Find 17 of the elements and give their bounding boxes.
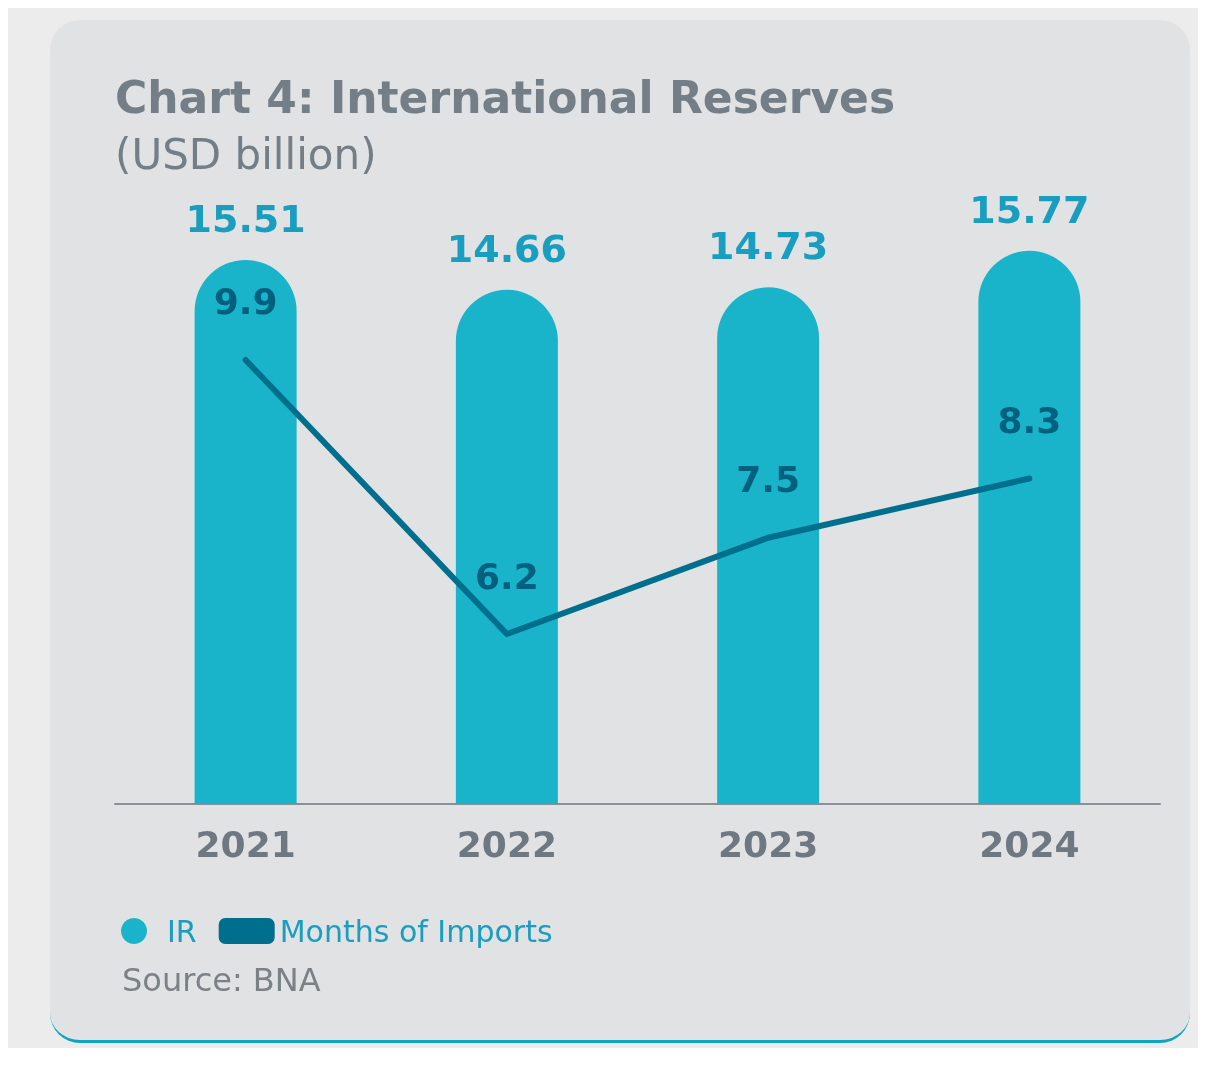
chart-subtitle: (USD billion) [115, 129, 377, 179]
legend-label: IR [167, 913, 197, 949]
legend-label: Months of Imports [279, 913, 553, 949]
data-label: 14.73 [708, 224, 829, 269]
x-tick-label: 2024 [979, 823, 1080, 865]
data-label: 9.9 [213, 281, 278, 323]
x-tick-label: 2022 [456, 823, 557, 865]
x-tick-label: 2023 [718, 823, 819, 865]
x-tick-label: 2021 [195, 823, 296, 865]
data-label: 14.66 [446, 226, 567, 271]
source-note: Source: BNA [122, 961, 321, 999]
chart-title: Chart 4: International Reserves [115, 71, 896, 123]
data-label: 8.3 [997, 399, 1062, 441]
data-label: 6.2 [474, 555, 539, 597]
data-label: 7.5 [736, 459, 801, 501]
data-label: 15.77 [969, 187, 1090, 232]
data-label: 15.51 [185, 196, 306, 241]
